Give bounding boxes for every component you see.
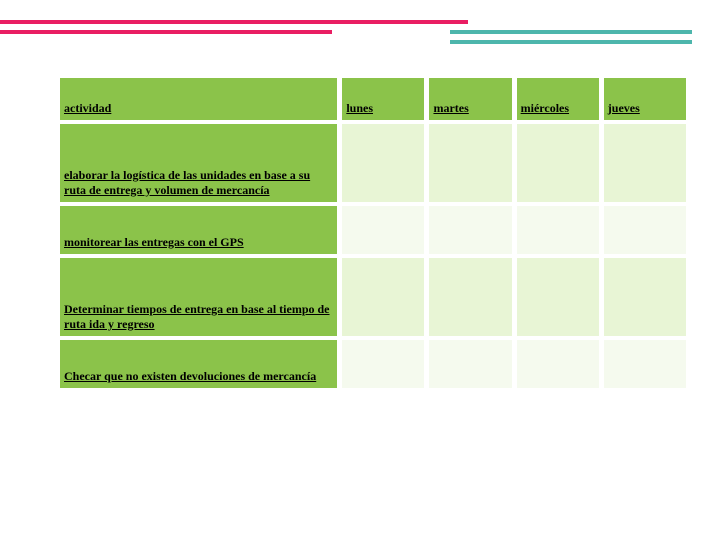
day-cell (342, 258, 424, 336)
stripe (0, 30, 332, 34)
activity-cell: Determinar tiempos de entrega en base al… (60, 258, 337, 336)
table-row: elaborar la logística de las unidades en… (60, 124, 686, 202)
stripe (450, 40, 692, 44)
header-day-jueves: jueves (604, 78, 686, 120)
day-cell (517, 258, 599, 336)
day-cell (604, 258, 686, 336)
day-cell (517, 340, 599, 388)
activity-cell: Checar que no existen devoluciones de me… (60, 340, 337, 388)
day-cell (604, 340, 686, 388)
stripe (450, 30, 692, 34)
day-cell (604, 124, 686, 202)
header-day-lunes: lunes (342, 78, 424, 120)
header-day-martes: martes (429, 78, 511, 120)
schedule-table: actividad lunes martes miércoles jueves … (55, 74, 691, 392)
activity-cell: elaborar la logística de las unidades en… (60, 124, 337, 202)
day-cell (604, 206, 686, 254)
activity-cell: monitorear las entregas con el GPS (60, 206, 337, 254)
day-cell (517, 124, 599, 202)
day-cell (517, 206, 599, 254)
day-cell (429, 340, 511, 388)
day-cell (342, 206, 424, 254)
schedule-table-container: actividad lunes martes miércoles jueves … (55, 74, 691, 392)
table-row: monitorear las entregas con el GPS (60, 206, 686, 254)
day-cell (342, 124, 424, 202)
stripe (0, 20, 468, 24)
day-cell (429, 206, 511, 254)
table-row: Determinar tiempos de entrega en base al… (60, 258, 686, 336)
day-cell (429, 258, 511, 336)
table-row: Checar que no existen devoluciones de me… (60, 340, 686, 388)
day-cell (342, 340, 424, 388)
day-cell (429, 124, 511, 202)
table-body: elaborar la logística de las unidades en… (60, 124, 686, 388)
header-activity: actividad (60, 78, 337, 120)
table-header-row: actividad lunes martes miércoles jueves (60, 78, 686, 120)
header-day-miercoles: miércoles (517, 78, 599, 120)
